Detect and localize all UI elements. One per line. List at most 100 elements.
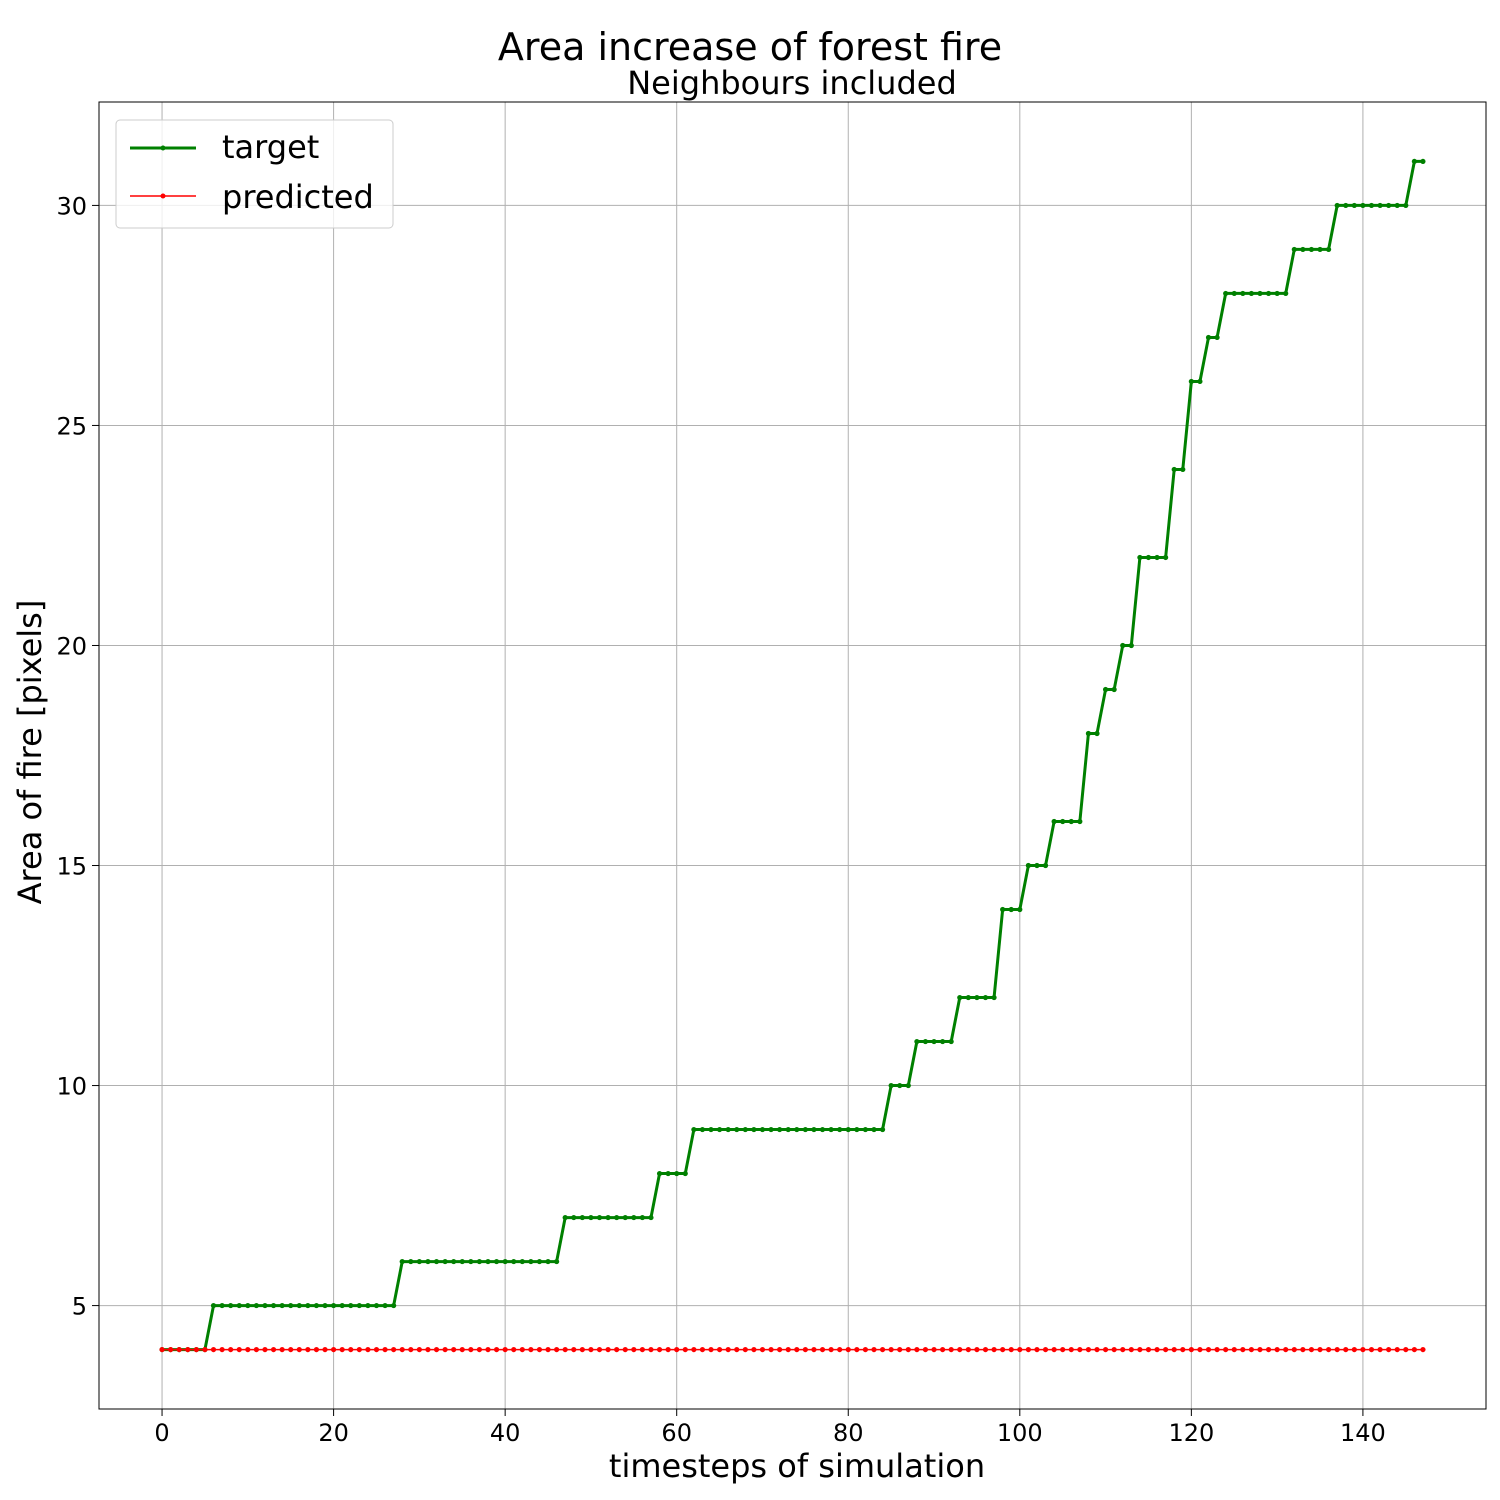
data-point [339, 1302, 345, 1309]
data-point [725, 1346, 731, 1353]
data-point [451, 1346, 457, 1353]
data-point [1171, 1346, 1177, 1353]
data-point [1257, 1346, 1263, 1353]
data-point [922, 1038, 929, 1045]
data-point [331, 1302, 337, 1309]
data-point [777, 1346, 783, 1353]
data-point [1128, 1346, 1134, 1353]
data-point [888, 1346, 894, 1353]
data-point [1386, 202, 1392, 209]
data-point [536, 1258, 543, 1265]
data-point [1317, 1346, 1323, 1353]
data-point [1334, 202, 1340, 209]
data-point [528, 1258, 534, 1265]
data-point [914, 1346, 920, 1353]
data-point [734, 1346, 740, 1353]
data-point [1274, 290, 1280, 297]
data-point [365, 1302, 371, 1309]
data-point [356, 1346, 362, 1353]
data-point [1094, 730, 1100, 737]
data-point [940, 1038, 946, 1045]
data-point [1214, 334, 1220, 341]
data-point [674, 1170, 680, 1177]
data-point [1257, 290, 1263, 297]
data-point [691, 1126, 697, 1133]
data-point [176, 1346, 182, 1353]
data-point [614, 1346, 620, 1353]
data-point [262, 1302, 268, 1309]
data-point [699, 1126, 706, 1133]
data-point [1420, 158, 1426, 165]
data-point [1051, 818, 1057, 825]
data-point [571, 1214, 577, 1221]
data-point [562, 1346, 568, 1353]
chart-title: Neighbours included [627, 64, 957, 102]
data-point [305, 1302, 311, 1309]
data-point [982, 994, 989, 1001]
data-point [554, 1258, 560, 1265]
data-point [1034, 862, 1040, 869]
data-point [1231, 290, 1237, 297]
data-point [1102, 686, 1109, 693]
data-point [502, 1258, 508, 1265]
data-point [965, 1346, 971, 1353]
data-point [639, 1346, 645, 1353]
data-point [511, 1258, 517, 1265]
data-point [442, 1346, 448, 1353]
legend-label-predicted: predicted [222, 178, 374, 216]
data-point [382, 1346, 388, 1353]
legend-marker-predicted [160, 193, 166, 199]
data-point [802, 1346, 808, 1353]
data-point [665, 1346, 671, 1353]
data-point [1368, 1346, 1375, 1353]
data-point [691, 1346, 697, 1353]
data-point [219, 1346, 225, 1353]
data-point [871, 1126, 877, 1133]
data-point [716, 1126, 723, 1133]
data-point [391, 1302, 397, 1309]
data-point [708, 1126, 714, 1133]
data-point [348, 1302, 354, 1309]
data-point [1394, 1346, 1400, 1353]
data-point [1377, 202, 1383, 209]
data-point [296, 1346, 302, 1353]
y-axis-label: Area of fire [pixels] [11, 600, 49, 905]
data-point [1145, 554, 1152, 561]
data-point [656, 1346, 663, 1353]
data-point [905, 1346, 911, 1353]
data-point [1386, 1346, 1392, 1353]
data-point [768, 1126, 774, 1133]
data-point [245, 1346, 251, 1353]
y-tick-label: 5 [72, 1293, 87, 1321]
data-point [1368, 202, 1375, 209]
data-point [236, 1302, 242, 1309]
data-point [288, 1346, 294, 1353]
y-tick-label: 20 [56, 632, 87, 660]
data-point [974, 994, 980, 1001]
data-point [519, 1258, 525, 1265]
data-point [1317, 246, 1323, 253]
data-point [262, 1346, 268, 1353]
data-point [313, 1302, 320, 1309]
data-point [1085, 730, 1092, 737]
data-point [708, 1346, 714, 1353]
data-point [1360, 1346, 1366, 1353]
data-point [940, 1346, 946, 1353]
data-point [1000, 906, 1006, 913]
data-point [1377, 1346, 1383, 1353]
data-point [862, 1346, 869, 1353]
data-point [425, 1258, 431, 1265]
data-point [485, 1258, 491, 1265]
data-point [1334, 1346, 1340, 1353]
data-point [802, 1126, 808, 1133]
data-point [931, 1346, 937, 1353]
x-axis-label: timesteps of simulation [609, 1447, 985, 1485]
data-point [888, 1082, 894, 1089]
data-point [1240, 290, 1246, 297]
data-point [511, 1346, 517, 1353]
data-point [879, 1346, 886, 1353]
data-point [1265, 1346, 1272, 1353]
data-point [1008, 1346, 1014, 1353]
data-point [931, 1038, 937, 1045]
data-point [1188, 1346, 1194, 1353]
